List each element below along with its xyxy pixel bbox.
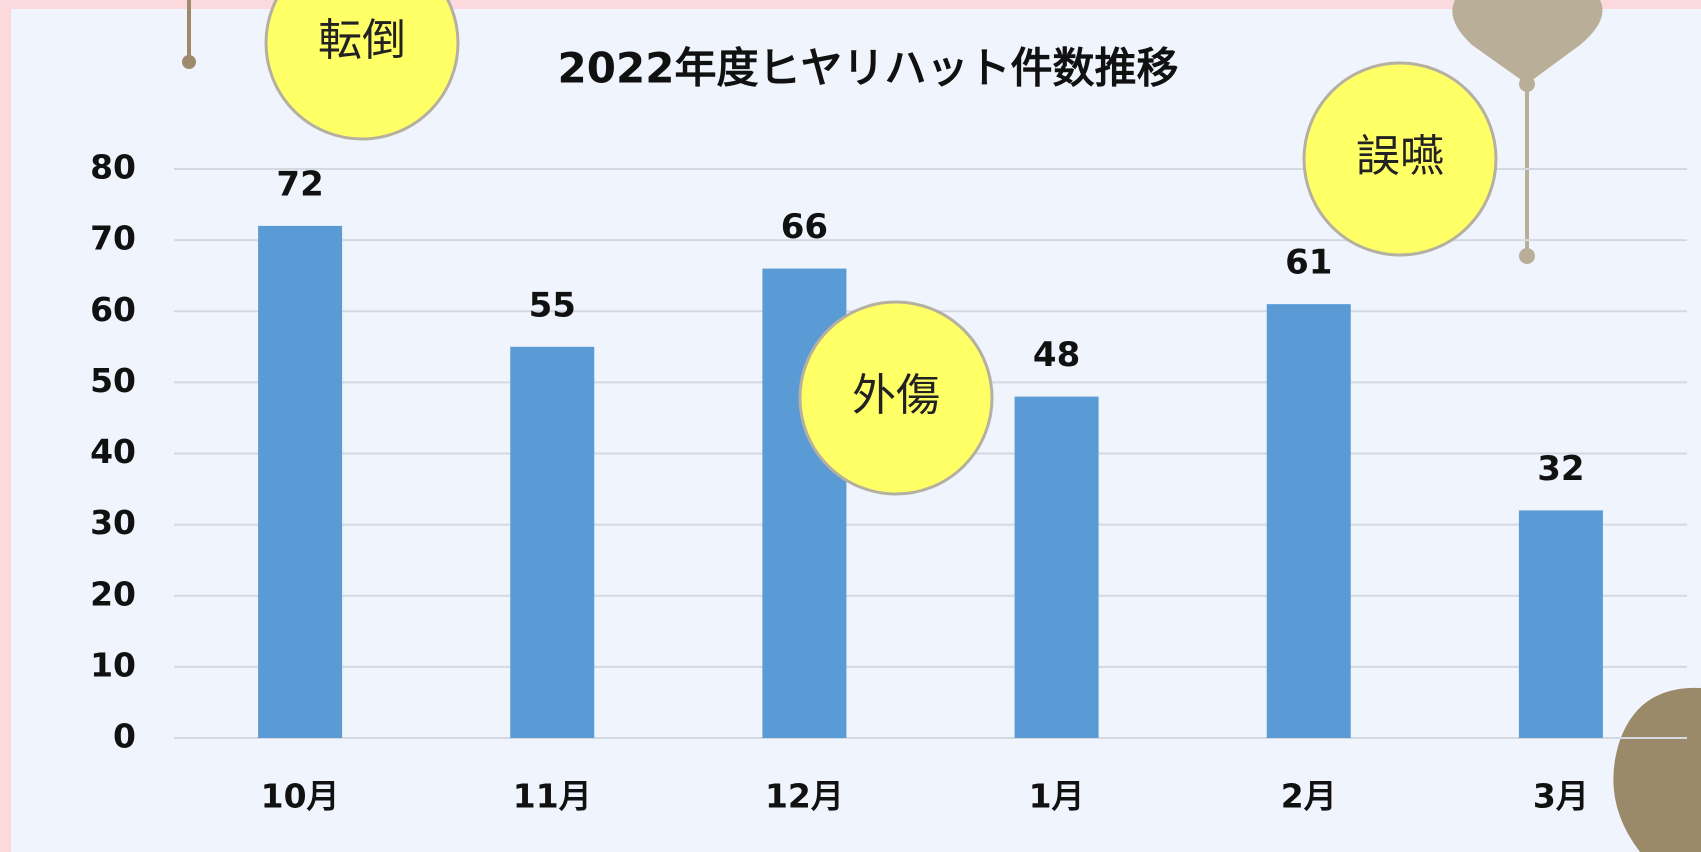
bar — [1519, 510, 1603, 738]
bar — [1267, 304, 1351, 738]
y-tick-label: 60 — [90, 290, 136, 329]
value-label: 61 — [1285, 243, 1332, 283]
bar — [258, 226, 342, 738]
y-tick-label: 30 — [90, 503, 136, 542]
value-label: 32 — [1537, 449, 1584, 489]
y-tick-label: 0 — [113, 717, 136, 756]
annotation: 誤嚥 — [1356, 131, 1444, 182]
y-tick-label: 50 — [90, 361, 136, 400]
value-label: 48 — [1033, 335, 1080, 375]
y-tick-label: 20 — [90, 574, 136, 613]
y-tick-label: 70 — [90, 219, 136, 258]
x-tick-label: 10月 — [261, 777, 340, 816]
chart: 2022年度ヒヤリハット件数推移 0 10 20 30 40 50 60 70 80 10月 72 1… — [0, 0, 1701, 852]
value-label: 66 — [781, 207, 828, 247]
x-tick-label: 1月 — [1029, 777, 1085, 816]
x-tick-label: 11月 — [513, 777, 592, 816]
x-tick-label: 12月 — [765, 777, 844, 816]
chart-title: 2022年度ヒヤリハット件数推移 — [558, 44, 1179, 93]
y-tick-label: 10 — [90, 645, 136, 684]
y-tick-label: 80 — [90, 148, 136, 187]
x-tick-label: 2月 — [1281, 777, 1337, 816]
bar — [510, 347, 594, 738]
y-tick-label: 40 — [90, 432, 136, 471]
x-tick-label: 3月 — [1533, 777, 1589, 816]
bar — [1015, 397, 1099, 738]
value-label: 55 — [529, 285, 576, 325]
value-label: 72 — [276, 164, 323, 204]
annotation: 外傷 — [852, 370, 940, 421]
annotation: 転倒 — [318, 15, 406, 66]
